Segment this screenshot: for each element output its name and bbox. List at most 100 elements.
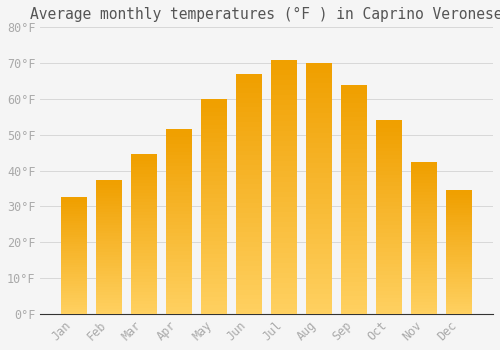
Bar [271,243,297,248]
Bar [96,279,122,282]
Bar [96,220,122,223]
Bar [61,228,87,230]
Bar [376,128,402,132]
Bar [201,103,228,107]
Bar [271,95,297,100]
Bar [306,108,332,113]
Bar [271,288,297,294]
Bar [201,305,228,310]
Bar [96,295,122,298]
Bar [201,138,228,142]
Bar [131,253,157,257]
Bar [96,274,122,276]
Bar [376,198,402,202]
Bar [376,244,402,248]
Bar [131,231,157,234]
Bar [271,284,297,288]
Bar [131,161,157,164]
Bar [376,248,402,252]
Bar [446,257,472,259]
Bar [271,294,297,299]
Bar [201,219,228,224]
Bar [411,201,438,204]
Bar [376,217,402,221]
Bar [96,190,122,193]
Bar [411,280,438,284]
Bar [201,133,228,138]
Bar [201,129,228,133]
Bar [166,229,192,233]
Bar [96,252,122,255]
Bar [411,268,438,271]
Bar [341,158,367,162]
Bar [306,174,332,178]
Bar [131,272,157,276]
Bar [271,258,297,263]
Bar [341,213,367,218]
Bar [306,113,332,118]
Bar [96,271,122,274]
Bar [131,292,157,295]
Bar [446,274,472,277]
Bar [166,196,192,199]
Bar [236,194,262,199]
Bar [131,199,157,202]
Bar [271,75,297,80]
Bar [96,244,122,247]
Bar [411,302,438,305]
Bar [411,192,438,195]
Bar [166,281,192,284]
Bar [271,248,297,253]
Bar [96,228,122,231]
Bar [166,181,192,185]
Bar [306,244,332,249]
Bar [236,112,262,117]
Bar [411,265,438,268]
Bar [236,150,262,155]
Bar [96,255,122,258]
Title: Average monthly temperatures (°F ) in Caprino Veronese: Average monthly temperatures (°F ) in Ca… [30,7,500,22]
Bar [341,103,367,107]
Bar [96,223,122,225]
Bar [96,212,122,215]
Bar [446,217,472,220]
Bar [236,141,262,146]
Bar [166,203,192,207]
Bar [166,295,192,299]
Bar [271,278,297,284]
Bar [446,205,472,208]
Bar [201,99,228,103]
Bar [131,257,157,260]
Bar [166,233,192,236]
Bar [376,264,402,267]
Bar [446,289,472,292]
Bar [96,282,122,284]
Bar [96,290,122,292]
Bar [236,309,262,314]
Bar [61,304,87,307]
Bar [96,300,122,303]
Bar [236,93,262,98]
Bar [61,267,87,270]
Bar [271,176,297,182]
Bar [341,208,367,213]
Bar [271,90,297,95]
Bar [201,284,228,288]
Bar [376,299,402,302]
Bar [96,250,122,252]
Bar [201,206,228,211]
Bar [131,237,157,240]
Bar [236,117,262,122]
Bar [341,305,367,309]
Bar [166,277,192,281]
Bar [271,116,297,121]
Bar [306,68,332,73]
Bar [166,177,192,181]
Bar [271,141,297,146]
Bar [341,172,367,176]
Bar [411,271,438,274]
Bar [61,293,87,295]
Bar [306,239,332,244]
Bar [376,205,402,209]
Bar [411,241,438,244]
